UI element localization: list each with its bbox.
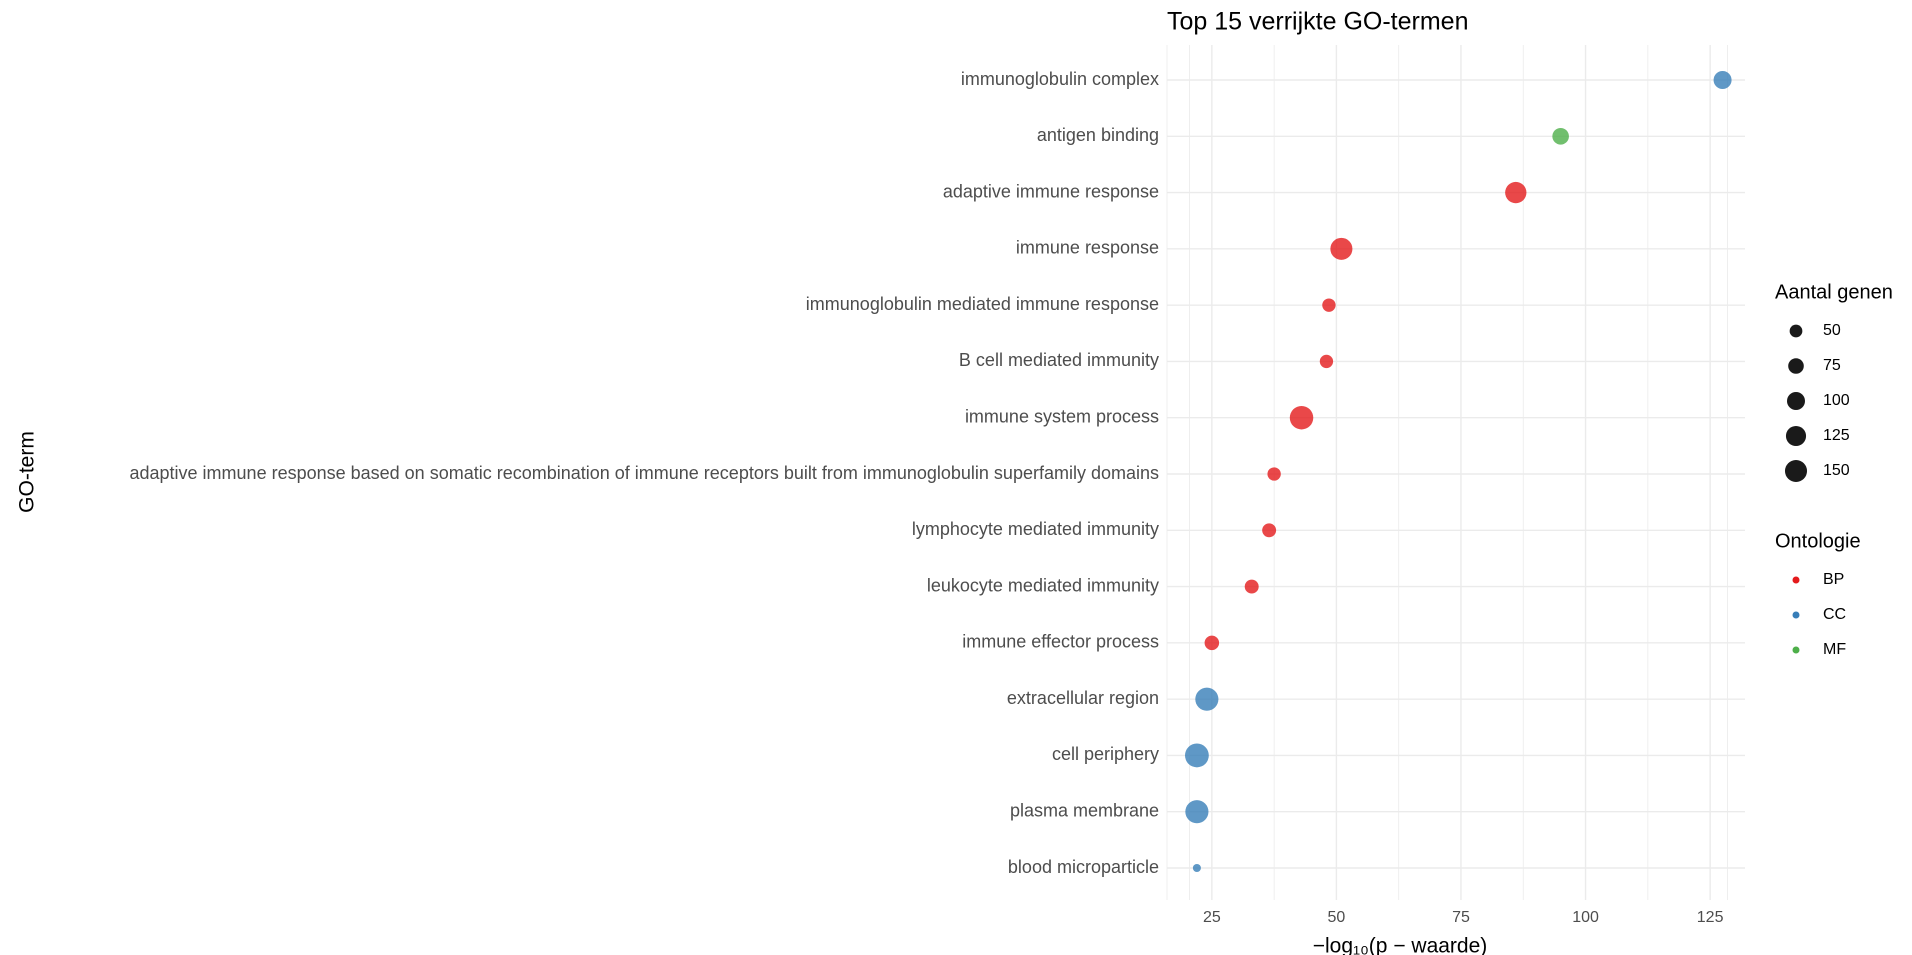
color-legend-key xyxy=(1792,646,1800,654)
data-point xyxy=(1552,127,1569,145)
y-tick-label: immunoglobulin complex xyxy=(961,69,1159,89)
color-legend-title: Ontologie xyxy=(1775,530,1861,552)
data-point xyxy=(1192,863,1201,873)
y-tick-label: cell periphery xyxy=(1052,744,1159,764)
data-point xyxy=(1267,467,1281,481)
y-tick-label: blood microparticle xyxy=(1008,857,1159,877)
size-legend-key xyxy=(1787,392,1805,410)
data-point xyxy=(1244,579,1259,594)
data-point xyxy=(1319,354,1334,369)
y-tick-label: adaptive immune response based on somati… xyxy=(130,463,1160,483)
y-tick-label: extracellular region xyxy=(1007,688,1159,708)
plot-grid xyxy=(1166,45,1745,900)
data-point xyxy=(1330,237,1353,260)
color-legend: Ontologie BP CC MF xyxy=(1775,530,1861,658)
data-point xyxy=(1184,743,1209,768)
data-point xyxy=(1262,523,1277,538)
size-legend-label: 150 xyxy=(1823,462,1850,479)
x-tick-label: 75 xyxy=(1452,909,1470,926)
data-point xyxy=(1185,800,1209,824)
y-tick-label: immunoglobulin mediated immune response xyxy=(806,294,1159,314)
color-legend-label: CC xyxy=(1823,606,1846,623)
size-legend: Aantal genen 50 75 100 125 150 xyxy=(1775,281,1893,483)
x-tick-label: 25 xyxy=(1203,909,1221,926)
y-tick-label: immune system process xyxy=(965,406,1159,426)
data-point xyxy=(1505,181,1527,204)
x-tick-label: 125 xyxy=(1697,909,1724,926)
y-tick-label: immune effector process xyxy=(962,632,1159,652)
size-legend-label: 125 xyxy=(1823,427,1850,444)
y-tick-label: lymphocyte mediated immunity xyxy=(912,519,1159,539)
size-legend-label: 100 xyxy=(1823,392,1850,409)
size-legend-label: 50 xyxy=(1823,322,1841,339)
data-point xyxy=(1289,405,1314,430)
size-legend-key xyxy=(1789,324,1803,338)
x-tick-label: 100 xyxy=(1572,909,1599,926)
color-legend-key xyxy=(1792,576,1800,584)
y-tick-label: immune response xyxy=(1016,238,1159,258)
data-point xyxy=(1204,635,1220,651)
color-legend-key xyxy=(1792,611,1800,619)
color-legend-label: BP xyxy=(1823,571,1844,588)
size-legend-title: Aantal genen xyxy=(1775,281,1893,303)
x-axis-ticks: 25 50 75 100 125 xyxy=(1203,909,1724,926)
size-legend-key xyxy=(1785,425,1807,447)
y-tick-label: plasma membrane xyxy=(1010,800,1159,820)
size-legend-key xyxy=(1788,358,1804,374)
y-tick-label: leukocyte mediated immunity xyxy=(927,575,1159,595)
size-legend-label: 75 xyxy=(1823,357,1841,374)
data-point xyxy=(1713,71,1732,89)
x-axis-title: −log₁₀(p − waarde) xyxy=(1313,935,1488,955)
y-tick-label: B cell mediated immunity xyxy=(959,350,1159,370)
data-point xyxy=(1195,687,1219,711)
y-tick-label: adaptive immune response xyxy=(943,181,1159,201)
chart-title: Top 15 verrijkte GO-termen xyxy=(1167,8,1469,36)
color-legend-label: MF xyxy=(1823,641,1846,658)
y-tick-label: antigen binding xyxy=(1037,125,1159,145)
size-legend-key xyxy=(1784,459,1808,483)
y-axis-title: GO-term xyxy=(16,431,39,513)
data-points xyxy=(1184,71,1732,873)
x-tick-label: 50 xyxy=(1328,909,1346,926)
data-point xyxy=(1322,298,1336,312)
y-axis-labels: immunoglobulin complex antigen binding ada… xyxy=(130,69,1160,877)
